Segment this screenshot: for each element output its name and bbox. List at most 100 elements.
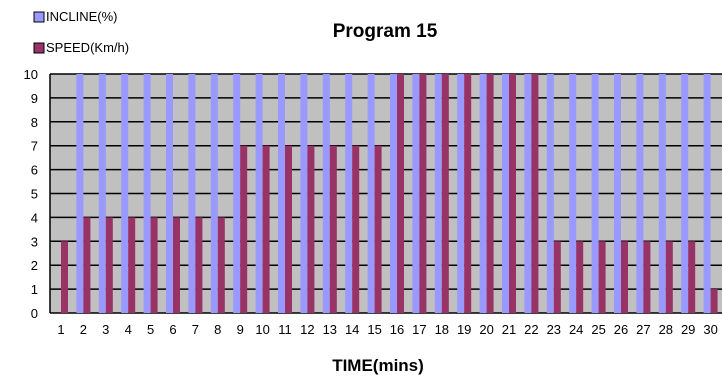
speed-bar-20 [486,74,494,313]
speed-bar-11 [285,145,292,313]
x-tick-label: 13 [323,322,337,337]
plot-area [49,73,722,314]
incline-bar-27 [636,74,644,313]
y-tick-label: 4 [31,210,38,225]
incline-bar-2 [76,74,84,313]
x-tick-label: 28 [659,322,673,337]
incline-bar-17 [412,74,420,313]
incline-bar-16 [390,74,397,313]
incline-bar-3 [98,74,106,313]
incline-bar-12 [300,74,308,313]
legend-label-incline: INCLINE(%) [46,9,118,24]
x-tick-label: 24 [569,322,583,337]
incline-bar-22 [524,74,532,313]
speed-bar-30 [710,289,718,313]
speed-bar-3 [105,217,113,313]
speed-bar-15 [374,145,382,313]
speed-bar-6 [173,217,180,313]
y-tick-label: 6 [31,163,38,178]
speed-bar-19 [464,74,472,313]
incline-bar-24 [569,74,577,313]
x-tick-label: 7 [192,322,199,337]
x-tick-label: 5 [147,322,154,337]
x-axis-title: TIME(mins) [332,356,424,375]
x-tick-label: 19 [457,322,471,337]
incline-bar-8 [210,74,218,313]
x-tick-label: 9 [237,322,244,337]
incline-bar-6 [166,74,173,313]
y-tick-label: 7 [31,139,38,154]
x-tick-label: 11 [278,322,292,337]
y-tick-label: 8 [31,115,38,130]
incline-bar-20 [479,74,487,313]
y-tick-label: 1 [31,282,38,297]
x-tick-label: 25 [591,322,605,337]
speed-bar-18 [441,74,449,313]
x-tick-label: 4 [125,322,132,337]
x-tick-label: 15 [367,322,381,337]
x-tick-label: 27 [636,322,650,337]
incline-bar-4 [121,74,129,313]
speed-bar-21 [509,74,516,313]
x-tick-label: 8 [214,322,221,337]
y-tick-label: 9 [31,91,38,106]
incline-bar-19 [457,74,465,313]
speed-bar-9 [240,145,248,313]
incline-bar-5 [143,74,151,313]
speed-bar-23 [553,241,561,313]
incline-bar-10 [255,74,263,313]
incline-bar-11 [278,74,285,313]
speed-bar-13 [329,145,337,313]
incline-bar-7 [188,74,196,313]
y-tick-label: 3 [31,234,38,249]
incline-bar-25 [591,74,599,313]
y-tick-label: 2 [31,258,38,273]
y-tick-label: 0 [31,306,38,321]
incline-bar-15 [367,74,375,313]
speed-bar-17 [419,74,427,313]
chart-title: Program 15 [333,21,438,42]
legend-swatch-speed [33,42,45,54]
x-tick-label: 21 [502,322,516,337]
speed-bar-14 [352,145,360,313]
x-tick-label: 29 [681,322,695,337]
speed-bar-7 [195,217,203,313]
speed-bar-8 [217,217,225,313]
x-tick-label: 23 [547,322,561,337]
speed-bar-16 [397,74,404,313]
incline-bar-30 [703,74,711,313]
x-axis-ticks: 1 2 3 4 5 6 7 8 9 10 11 12 13 14 15 16 17 18 19 20 21 22 23 24 2… [57,322,717,337]
speed-bar-27 [643,241,651,313]
y-axis-ticks: 0 1 2 3 4 5 6 7 8 9 10 [24,67,38,321]
x-tick-label: 12 [300,322,314,337]
y-tick-label: 10 [24,67,38,82]
x-tick-label: 16 [390,322,404,337]
x-tick-label: 17 [412,322,426,337]
incline-bar-29 [681,74,689,313]
speed-bar-2 [83,217,91,313]
x-tick-label: 10 [255,322,269,337]
speed-bar-1 [61,241,68,313]
x-tick-label: 2 [80,322,87,337]
legend: INCLINE(%) SPEED(Km/h) [33,9,129,55]
x-tick-label: 30 [703,322,717,337]
speed-bar-5 [150,217,158,313]
speed-bar-29 [688,241,696,313]
incline-bar-26 [614,74,621,313]
speed-bar-24 [576,241,584,313]
incline-bar-18 [434,74,442,313]
speed-bar-26 [621,241,628,313]
incline-bar-28 [658,74,666,313]
speed-bar-28 [665,241,673,313]
speed-bar-4 [128,217,136,313]
x-tick-label: 1 [57,322,64,337]
x-tick-label: 6 [169,322,176,337]
speed-bar-10 [262,145,270,313]
x-tick-label: 14 [345,322,359,337]
speed-bar-25 [598,241,606,313]
x-tick-label: 22 [524,322,538,337]
incline-bar-9 [233,74,241,313]
x-tick-label: 18 [435,322,449,337]
speed-bar-12 [307,145,315,313]
legend-swatch-incline [33,11,45,23]
